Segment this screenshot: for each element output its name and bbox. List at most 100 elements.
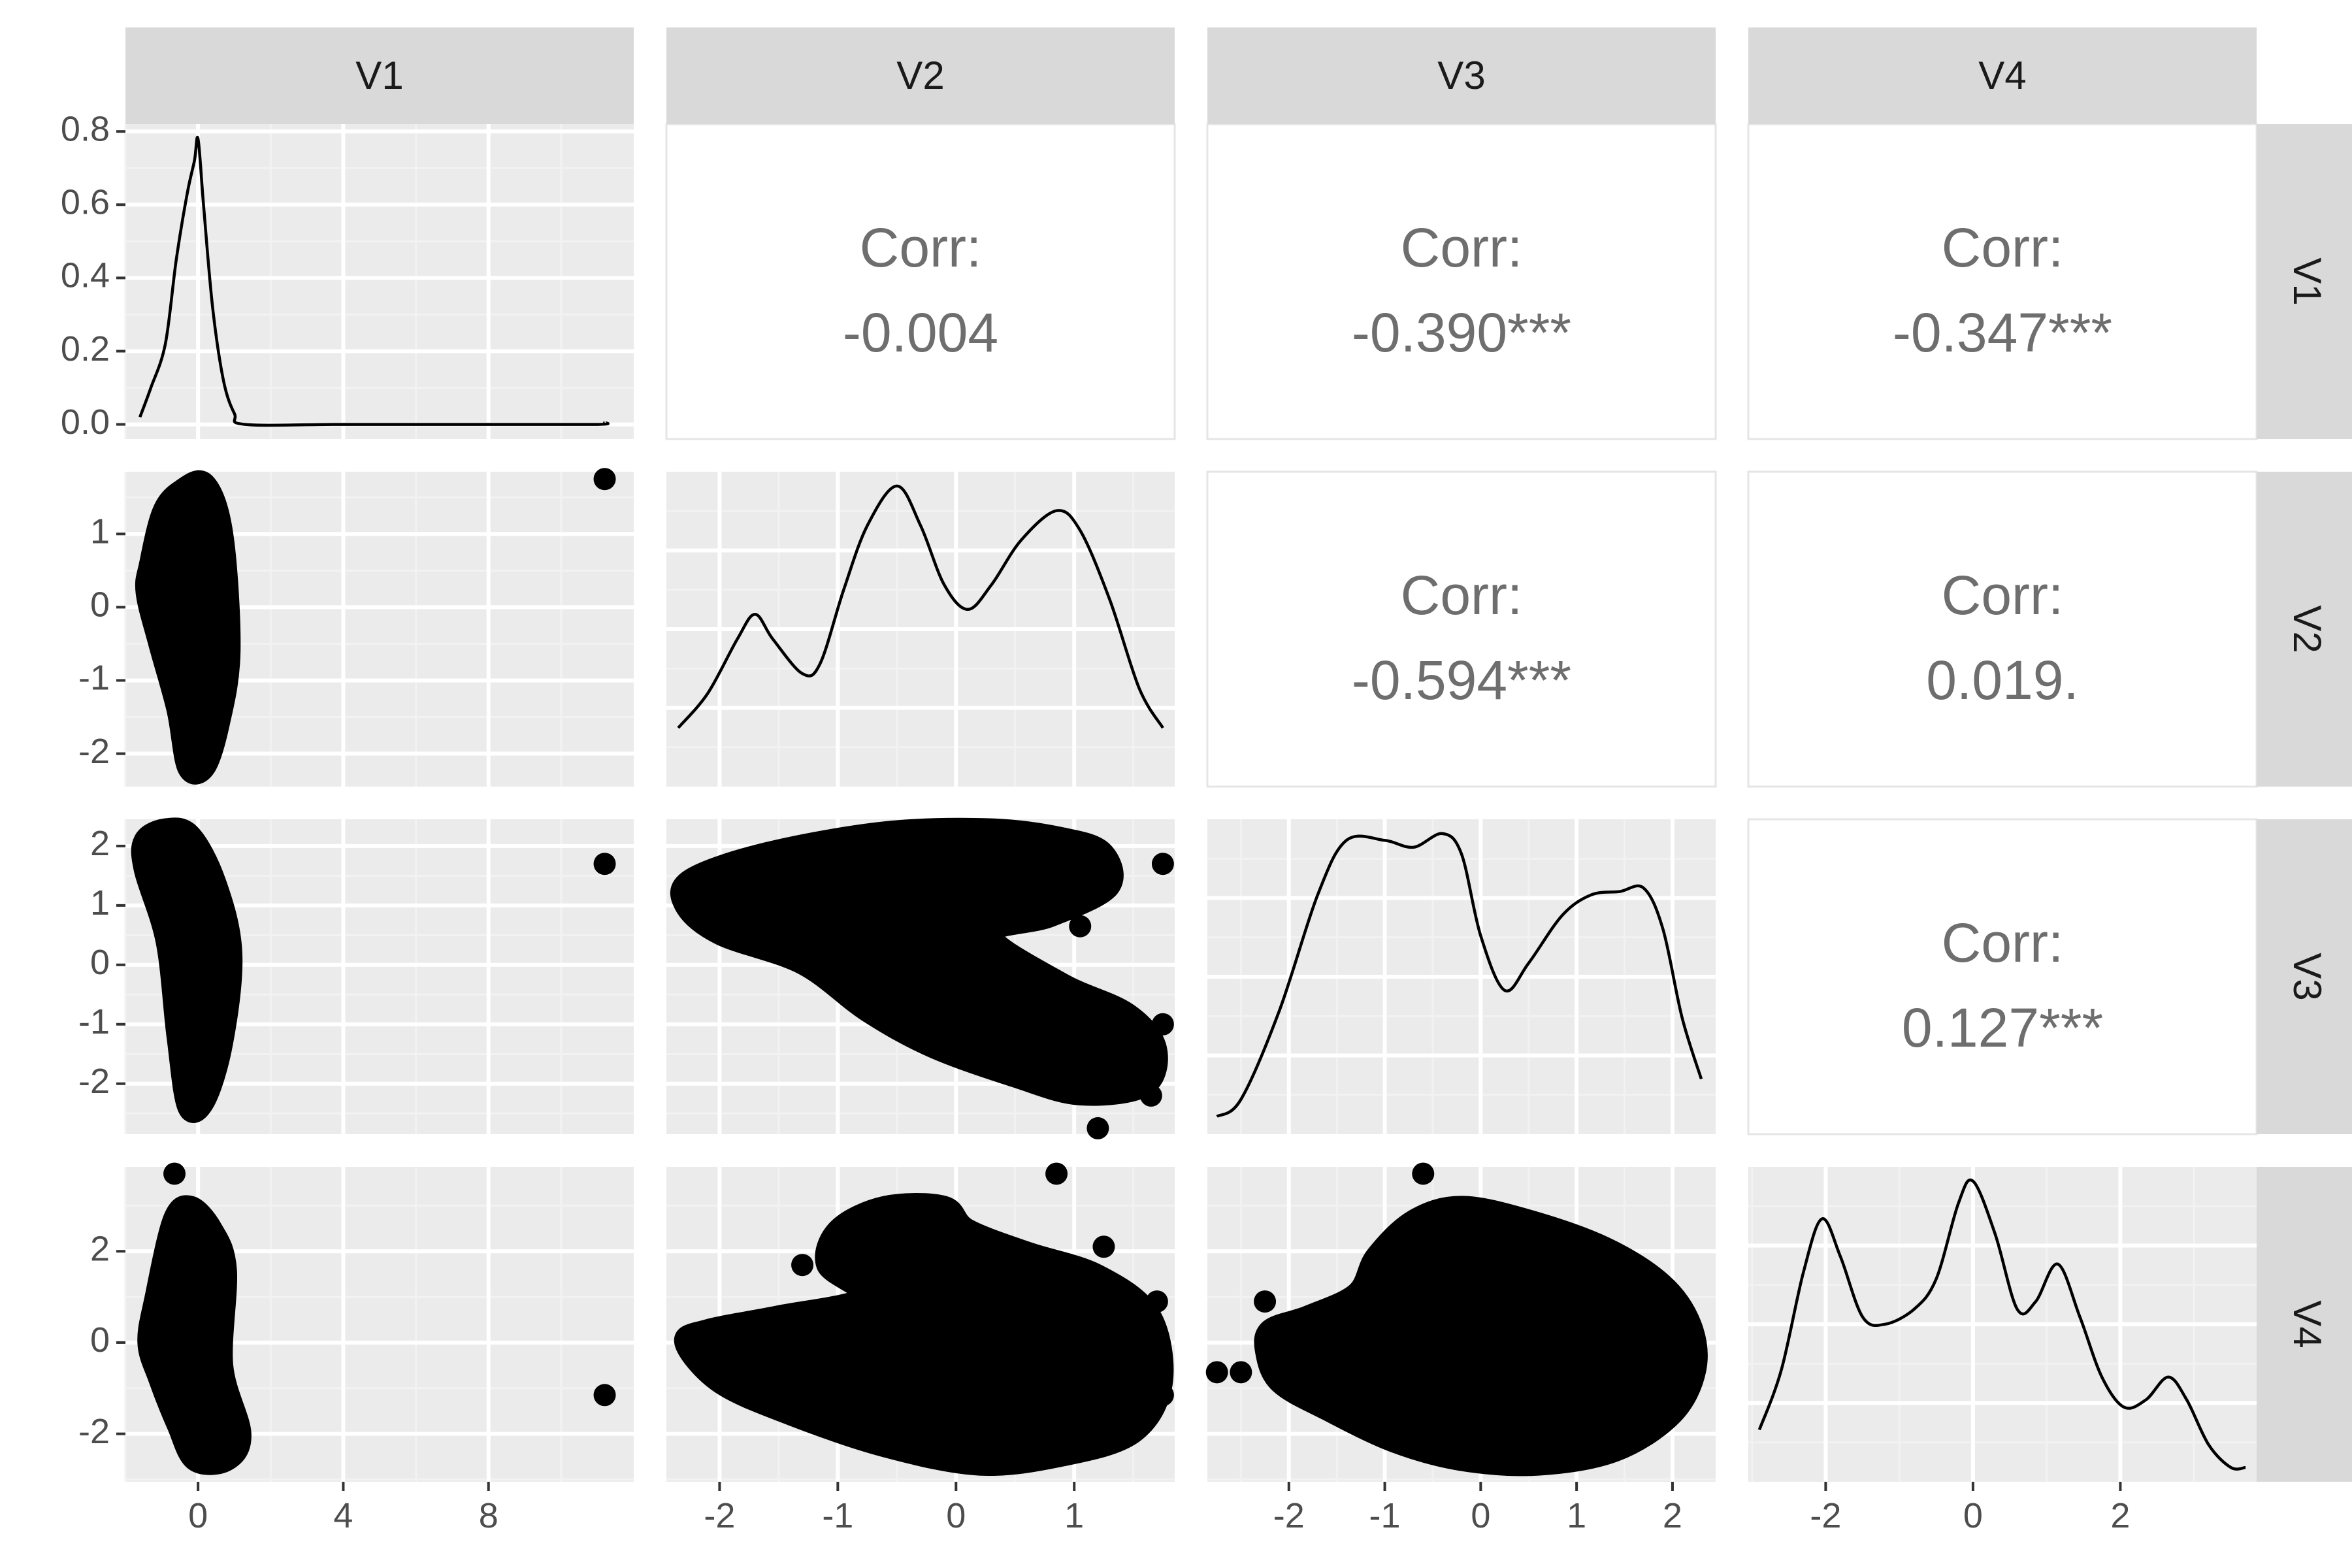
column-strip-V4: V4 — [1748, 27, 2257, 124]
strip-label: V3 — [2285, 953, 2329, 1000]
row-strip-V1: V1 — [2257, 124, 2352, 439]
scatter-point — [593, 1384, 616, 1407]
point-cloud-V4_vs_V1 — [137, 1195, 252, 1475]
corr-value: -0.347*** — [1893, 302, 2112, 363]
scatter-point — [809, 953, 832, 976]
scatter-point — [1092, 1235, 1115, 1258]
corr-value: -0.594*** — [1352, 649, 1571, 711]
strip-label: V1 — [2285, 257, 2329, 305]
corr-panel-bg — [665, 123, 1176, 440]
panel-V2-V3: Corr: -0.594*** — [1206, 470, 1717, 788]
point-cloud-V4_vs_V3 — [1254, 1196, 1708, 1477]
y-tick-label: 0.4 — [61, 256, 110, 295]
y-tick-label: 0 — [90, 1320, 110, 1360]
corr-panel-bg — [1206, 470, 1717, 788]
x-tick-label: 2 — [1663, 1496, 1682, 1535]
x-tick-label: -2 — [1810, 1496, 1841, 1535]
scatter-point — [897, 1363, 920, 1386]
strip-label: V4 — [2285, 1300, 2329, 1348]
panel-V2-V1 — [124, 468, 634, 787]
y-tick-label: 0.0 — [61, 402, 110, 442]
y-tick-label: 1 — [90, 512, 110, 551]
x-tick-label: -1 — [1369, 1496, 1401, 1535]
row-strip-V3: V3 — [2257, 819, 2352, 1134]
y-tick-label: 0 — [90, 585, 110, 625]
x-tick-label: 4 — [333, 1496, 353, 1535]
panels-layer: Corr: -0.004 Corr: -0.390*** Corr: -0.347*** C… — [124, 123, 2258, 1482]
density-line-V1 — [139, 135, 610, 427]
strip-bg — [1748, 27, 2257, 124]
scatter-point — [1086, 1117, 1109, 1139]
x-tick-label: 8 — [479, 1496, 498, 1535]
row-strip-V4: V4 — [2257, 1167, 2352, 1482]
corr-panel-bg — [1747, 818, 2258, 1135]
point-cloud-V2_vs_V1 — [135, 470, 241, 785]
panel-V1-V2: Corr: -0.004 — [665, 123, 1176, 440]
scatter-point — [1151, 1013, 1174, 1036]
corr-label: Corr: — [1942, 912, 2064, 973]
strip-bg — [125, 27, 634, 124]
column-strip-V2: V2 — [666, 27, 1175, 124]
y-tick-label: 2 — [90, 824, 110, 863]
corr-panel-bg — [1747, 470, 2258, 788]
panel-V4-V1 — [124, 1162, 634, 1482]
strip-bg — [1207, 27, 1716, 124]
scatter-point — [1205, 1361, 1228, 1384]
y-tick-label: 0.8 — [61, 109, 110, 148]
y-tick-label: -2 — [78, 1412, 110, 1451]
density-line-V3 — [1216, 832, 1703, 1118]
panel-V2-V2 — [666, 472, 1175, 787]
scatter-point — [1151, 853, 1174, 875]
panel-V3-V1 — [124, 817, 634, 1134]
scatter-point — [1045, 1162, 1068, 1185]
y-tick-label: -1 — [78, 659, 110, 698]
scatter-point — [791, 1254, 814, 1277]
corr-label: Corr: — [1401, 217, 1523, 278]
corr-value: -0.004 — [843, 302, 998, 363]
scatter-point — [163, 1162, 186, 1185]
strip-label: V2 — [2285, 605, 2329, 653]
scatter-point — [1230, 1361, 1252, 1384]
panel-V3-V3 — [1207, 819, 1716, 1134]
density-line-V2 — [677, 484, 1164, 729]
strip-bg — [2257, 819, 2352, 1134]
strip-label: V2 — [896, 54, 944, 97]
density-line-V4 — [1757, 1178, 2246, 1471]
scatter-point — [593, 468, 616, 491]
x-tick-label: 0 — [188, 1496, 208, 1535]
row-strip-V2: V2 — [2257, 472, 2352, 787]
strips-layer: V1 V2 V3 V4 V1 V2 V3 V4 — [125, 27, 2352, 1482]
strip-label: V1 — [355, 54, 403, 97]
y-tick-label: 0 — [90, 943, 110, 982]
y-tick-label: -1 — [78, 1002, 110, 1041]
y-tick-label: 1 — [90, 883, 110, 923]
column-strip-V1: V1 — [125, 27, 634, 124]
scatter-point — [1145, 1290, 1168, 1313]
strip-bg — [2257, 1167, 2352, 1482]
x-tick-label: 1 — [1064, 1496, 1084, 1535]
column-strip-V3: V3 — [1207, 27, 1716, 124]
strip-bg — [666, 27, 1175, 124]
corr-panel-bg — [1206, 123, 1717, 440]
scatter-point — [593, 853, 616, 875]
corr-value: 0.127*** — [1902, 997, 2103, 1058]
y-tick-label: 2 — [90, 1229, 110, 1268]
panel-V1-V3: Corr: -0.390*** — [1206, 123, 1717, 440]
panel-V4-V4 — [1748, 1167, 2257, 1482]
panel-V2-V4: Corr: 0.019. — [1747, 470, 2258, 788]
x-tick-label: 0 — [946, 1496, 966, 1535]
corr-panel-bg — [1747, 123, 2258, 440]
panel-V1-V1 — [124, 124, 634, 439]
scatter-point — [909, 912, 932, 935]
y-tick-label: 0.2 — [61, 329, 110, 368]
point-cloud-V3_vs_V1 — [131, 817, 243, 1123]
corr-value: -0.390*** — [1352, 302, 1571, 363]
corr-label: Corr: — [860, 217, 982, 278]
point-cloud-V4_vs_V2 — [674, 1193, 1174, 1476]
scatter-point — [1412, 1162, 1435, 1185]
panel-V3-V4: Corr: 0.127*** — [1747, 818, 2258, 1135]
scatter-point — [1069, 915, 1092, 938]
corr-value: 0.019. — [1926, 649, 2079, 711]
point-cloud-V3_vs_V2 — [670, 817, 1168, 1106]
